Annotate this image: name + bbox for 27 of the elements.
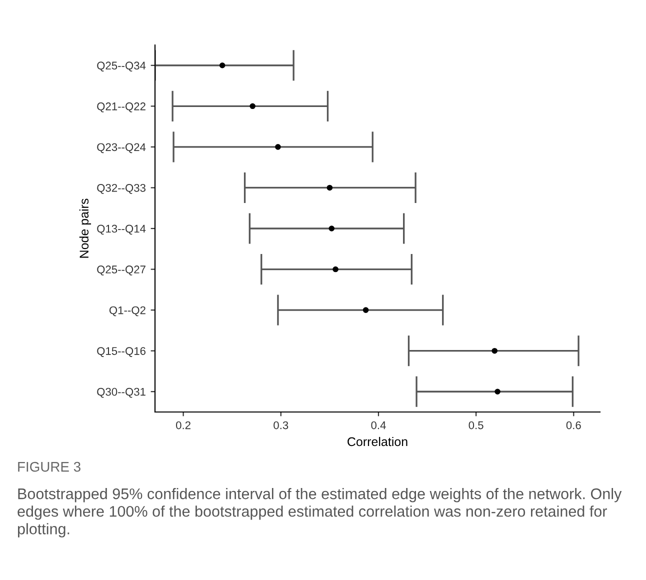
y-tick-label: Q32--Q33 [97, 184, 146, 194]
point [275, 144, 281, 150]
x-tick-label: 0.6 [566, 421, 581, 430]
y-tick-label: Q13--Q14 [97, 224, 146, 235]
point [250, 103, 256, 110]
y-tick-label: Q25--Q27 [97, 266, 146, 276]
y-tick-label: Q21--Q22 [97, 102, 146, 112]
text: Bootstrapped 95% confidence interval of the estimated edge weights of the network. Only edges where 100% of the bootstrapped estimated correlation was non-zero retained for plotting. [18, 488, 622, 538]
y-tick-label: Q25--Q34 [97, 62, 146, 72]
caption: FIGURE 3 [18, 462, 80, 472]
point [326, 184, 333, 191]
point [332, 266, 338, 272]
point [492, 348, 498, 354]
x-tick-label: 0.4 [371, 421, 386, 430]
y-tick-label: Q15--Q16 [97, 347, 146, 357]
point [219, 62, 226, 68]
x-tick-label: 0.3 [274, 421, 288, 430]
point [328, 226, 335, 232]
y-axis-title: Node pairs [79, 198, 92, 258]
point [362, 307, 369, 313]
y-tick-label: Q30--Q31 [97, 388, 146, 398]
x-tick-label: 0.2 [176, 421, 190, 430]
x-tick-label: 0.5 [468, 421, 484, 430]
y-tick-label: Q1--Q2 [109, 306, 146, 316]
y-tick-label: Q23--Q24 [97, 143, 146, 154]
point [494, 388, 500, 394]
x-axis-title: Correlation [348, 436, 408, 446]
